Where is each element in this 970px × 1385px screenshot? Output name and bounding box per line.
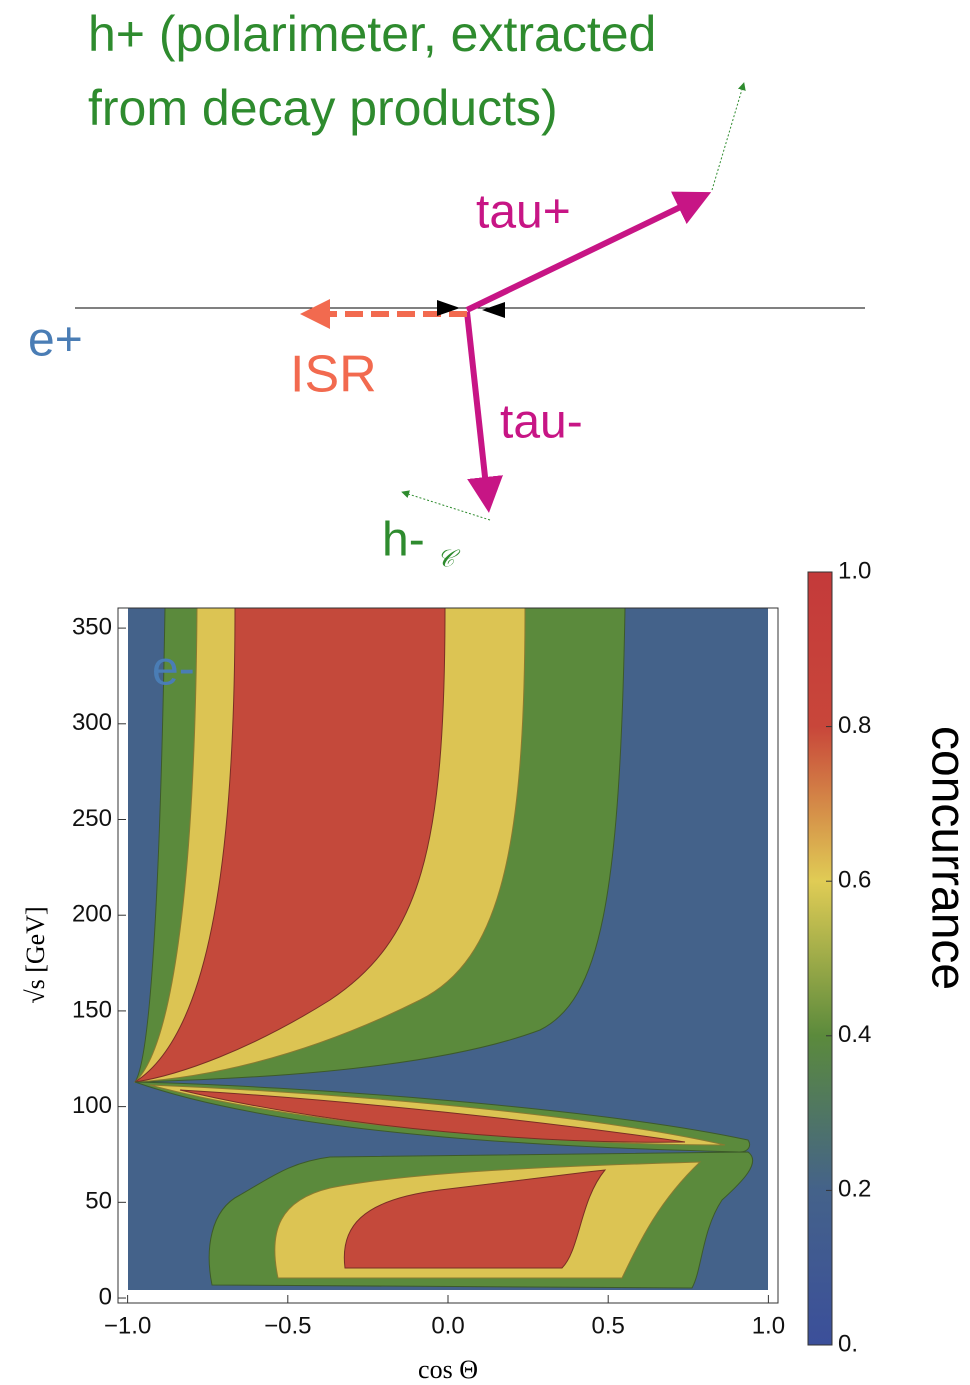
y-axis-label: √s [GeV] [21,906,50,1003]
x-tick-label: 0.0 [431,1312,464,1339]
colorbar-tick-label: 1.0 [838,557,871,584]
h-minus-arrow [401,490,491,521]
y-tick-label: 0 [99,1283,112,1310]
y-tick-label: 50 [85,1188,112,1215]
colorbar [807,571,833,1346]
x-tick-label: 0.5 [592,1312,625,1339]
y-tick-label: 200 [72,901,112,928]
beam-marker [437,300,460,316]
colorbar-tick-label: 0.8 [838,712,871,739]
diagram: h+ (polarimeter, extracted from decay pr… [28,6,865,572]
label: h- [382,514,425,567]
label: e- [152,643,195,696]
label: tau- [500,396,583,449]
label: from decay products) [88,80,558,136]
y-tick-label: 350 [72,613,112,640]
region [179,1089,686,1143]
x-axis-label: cos Θ [418,1355,478,1384]
label: tau+ [476,186,571,239]
tau-plus-arrow [465,191,712,313]
colorbar-tick-label: 0.2 [838,1176,871,1203]
label: ISR [290,346,377,404]
x-tick-label: −1.0 [104,1312,151,1339]
region [134,607,446,1083]
tau-minus-arrow [464,311,503,513]
beam-marker [482,302,505,318]
x-tick-label: 1.0 [752,1312,785,1339]
colorbar-tick-label: 0.6 [838,867,871,894]
h-plus-arrow [711,82,746,191]
region [343,1169,607,1269]
colorbar-label: concurrance [921,726,970,990]
y-tick-label: 100 [72,1092,112,1119]
label: 𝒞 [437,545,461,572]
y-tick-label: 250 [72,805,112,832]
label: h+ (polarimeter, extracted [88,6,656,62]
contour-plot: e- cos Θ √s [GeV] concurrance [21,571,970,1384]
y-tick-label: 300 [72,709,112,736]
label: e+ [28,314,83,367]
x-tick-label: −0.5 [264,1312,311,1339]
y-tick-label: 150 [72,996,112,1023]
colorbar-tick-label: 0. [838,1330,858,1357]
colorbar-tick-label: 0.4 [838,1021,871,1048]
